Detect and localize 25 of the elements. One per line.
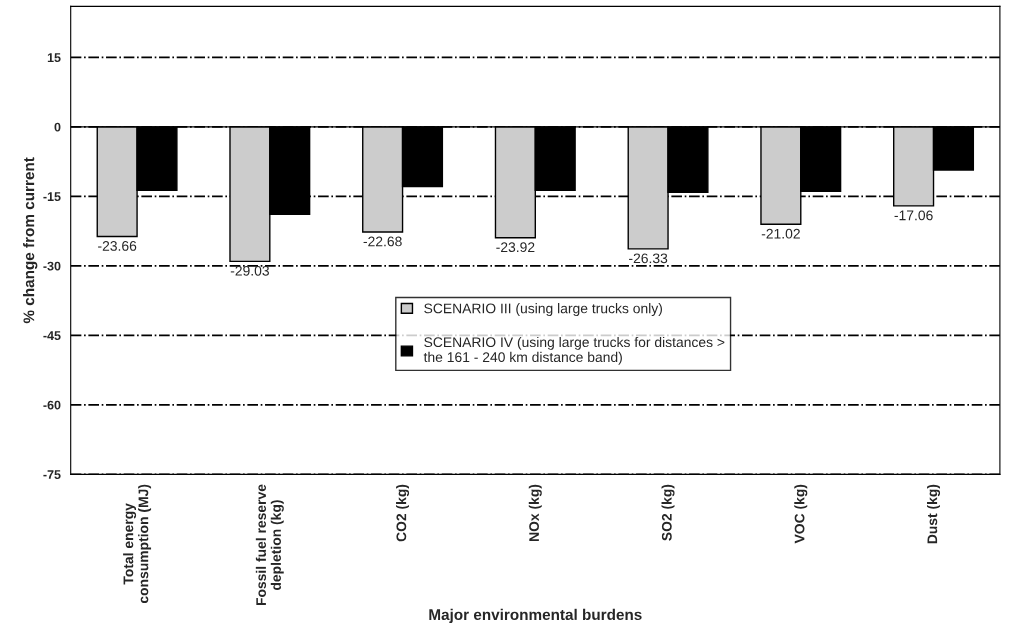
data-label: -22.68 — [363, 236, 402, 247]
x-tick-label: Fossil fuel reserve depletion (kg) — [255, 484, 284, 606]
x-tick-label: CO2 (kg) — [396, 484, 410, 542]
x-tick-label: VOC (kg) — [794, 484, 808, 544]
data-label: -17.06 — [894, 210, 933, 221]
data-label: -26.33 — [629, 253, 668, 264]
x-tick-label: NOx (kg) — [528, 484, 542, 541]
data-label: -23.66 — [98, 241, 137, 251]
y-tick-label: 15 — [47, 53, 61, 63]
y-tick-label: -15 — [43, 192, 61, 202]
y-tick-label: -60 — [43, 400, 61, 410]
data-label: -23.92 — [496, 242, 535, 253]
legend-label: SCENARIO III (using large trucks only) — [424, 303, 662, 317]
x-tick-label: Total energy consumption (MJ) — [123, 484, 152, 604]
y-axis-title: % change from current — [23, 157, 38, 324]
y-tick-label: -45 — [43, 331, 61, 340]
x-tick-label: Dust (kg) — [927, 484, 941, 544]
y-tick-label: -30 — [43, 261, 61, 271]
y-tick-label: -75 — [43, 470, 61, 479]
data-label: -21.02 — [761, 228, 800, 239]
x-axis-title: Major environmental burdens — [429, 608, 642, 624]
x-tick-label: SO2 (kg) — [661, 484, 675, 541]
y-tick-label: 0 — [54, 122, 61, 132]
data-label: -29.03 — [230, 265, 269, 276]
legend-label: SCENARIO IV (using large trucks for distances > the 161 - 240 km distance band) — [423, 336, 725, 365]
